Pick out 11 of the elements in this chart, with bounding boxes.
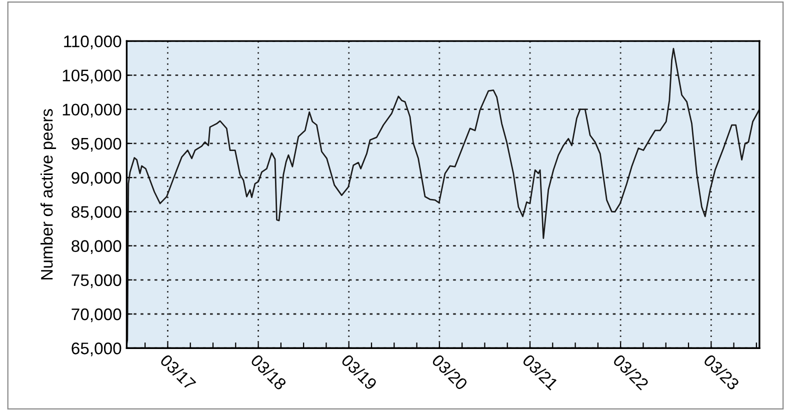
y-tick-label: 110,000: [64, 36, 122, 50]
y-tick-label: 75,000: [72, 274, 122, 288]
y-tick-label: 90,000: [72, 172, 122, 186]
y-tick-label: 100,000: [62, 104, 122, 118]
y-tick-label: 95,000: [72, 138, 122, 152]
y-axis-title: Number of active peers: [40, 109, 56, 280]
y-tick-label: 105,000: [62, 70, 122, 84]
y-tick-label: 65,000: [72, 342, 122, 356]
y-tick-label: 85,000: [72, 206, 122, 220]
y-tick-label: 70,000: [72, 308, 122, 322]
y-tick-label: 80,000: [72, 240, 122, 254]
